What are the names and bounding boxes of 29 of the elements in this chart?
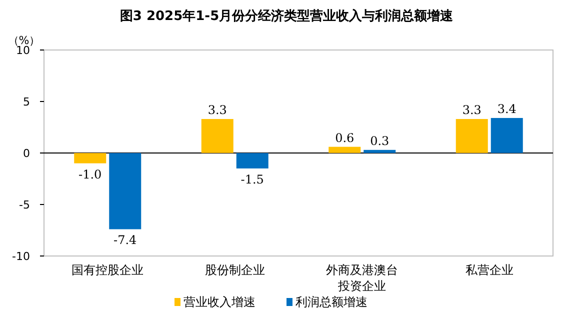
bar bbox=[328, 146, 361, 153]
legend-label: 营业收入增速 bbox=[184, 295, 256, 309]
bar bbox=[109, 153, 142, 230]
bar bbox=[490, 118, 523, 153]
y-tick-label: -10 bbox=[12, 250, 30, 263]
x-tick-label: 私营企业 bbox=[465, 263, 514, 277]
data-label: -1.0 bbox=[78, 167, 102, 182]
y-tick-label: 0 bbox=[23, 147, 30, 160]
bar bbox=[74, 153, 106, 164]
x-tick-label: 国有控股企业 bbox=[72, 263, 144, 277]
data-label: -7.4 bbox=[114, 233, 138, 248]
data-label: -1.5 bbox=[240, 172, 264, 186]
data-label: 3.3 bbox=[208, 103, 227, 118]
y-tick-label: -5 bbox=[19, 198, 30, 212]
x-tick-label: 外商及港澳台投资企业 bbox=[326, 263, 398, 293]
data-label: 3.3 bbox=[462, 103, 482, 118]
data-label: 3.4 bbox=[497, 102, 517, 116]
legend-label: 利润总额增速 bbox=[296, 295, 368, 309]
y-tick-label: 10 bbox=[16, 44, 30, 57]
bar bbox=[236, 153, 268, 168]
x-tick-label: 股份制企业 bbox=[204, 263, 265, 277]
chart-title: 图3 2025年1-5月份分经济类型营业收入与利润总额增速 bbox=[120, 8, 454, 24]
bar bbox=[456, 119, 488, 153]
bar bbox=[364, 150, 396, 153]
y-axis-title: （%） bbox=[8, 34, 40, 47]
data-label: 0.3 bbox=[370, 134, 390, 148]
data-label: 0.6 bbox=[335, 130, 354, 145]
bar bbox=[201, 119, 234, 153]
y-tick-label: 5 bbox=[23, 96, 30, 108]
